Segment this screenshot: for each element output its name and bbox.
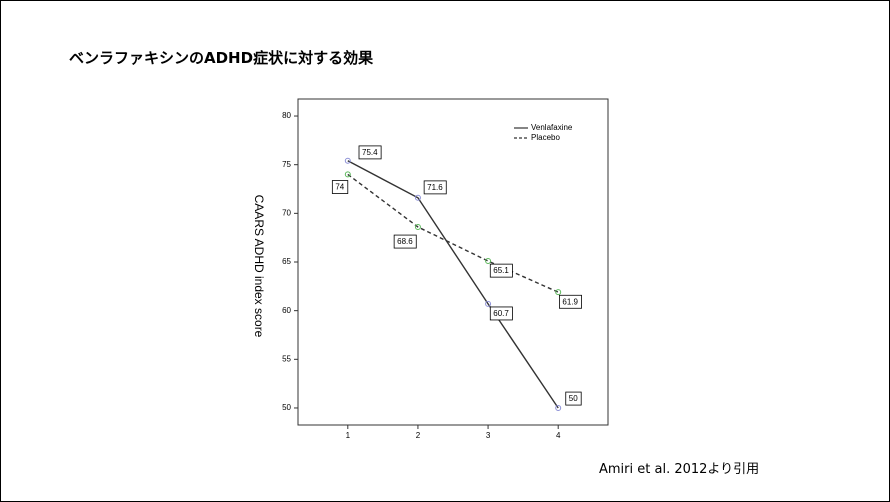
x-tick-label: 1 <box>346 431 351 440</box>
marker <box>555 289 562 296</box>
data-label: 50 <box>569 394 578 403</box>
data-label: 71.6 <box>427 183 443 192</box>
data-label-box <box>565 391 582 406</box>
data-label: 61.9 <box>562 297 578 306</box>
data-label-box <box>331 180 349 194</box>
data-label: 68.6 <box>397 237 413 246</box>
marker <box>344 157 351 164</box>
data-label-box <box>358 145 382 160</box>
slide-title: ベンラファキシンのADHD症状に対する効果 <box>69 49 374 67</box>
x-tick-label: 3 <box>486 431 491 440</box>
marker <box>344 171 351 178</box>
series-line <box>347 160 559 409</box>
data-label: 60.7 <box>493 309 509 318</box>
data-label: 74 <box>335 183 344 192</box>
series-line <box>347 173 559 293</box>
data-label-box <box>489 306 513 321</box>
data-label-box <box>393 234 417 249</box>
data-label-box <box>489 263 513 278</box>
y-axis-label: CAARS ADHD index score <box>252 195 266 338</box>
y-tick-label: 65 <box>282 257 291 266</box>
marker <box>555 404 562 411</box>
y-tick-label: 80 <box>282 111 291 120</box>
y-tick-label: 60 <box>282 306 291 315</box>
marker <box>414 223 421 230</box>
data-label: 65.1 <box>493 266 509 275</box>
data-label-box <box>423 180 447 195</box>
marker <box>485 258 492 265</box>
y-tick-label: 55 <box>282 354 291 363</box>
marker <box>485 300 492 307</box>
legend-label: Venlafaxine <box>531 123 573 132</box>
plot-frame <box>297 98 609 426</box>
x-tick-label: 2 <box>416 431 421 440</box>
citation: Amiri et al. 2012より引用 <box>599 462 760 477</box>
y-tick-label: 50 <box>282 403 291 412</box>
marker <box>414 194 421 201</box>
data-label-box <box>559 294 582 309</box>
data-label: 75.4 <box>362 148 378 157</box>
x-tick-label: 4 <box>556 431 561 440</box>
y-tick-label: 75 <box>282 160 291 169</box>
y-tick-label: 70 <box>282 208 291 217</box>
legend-label: Placebo <box>531 133 560 142</box>
